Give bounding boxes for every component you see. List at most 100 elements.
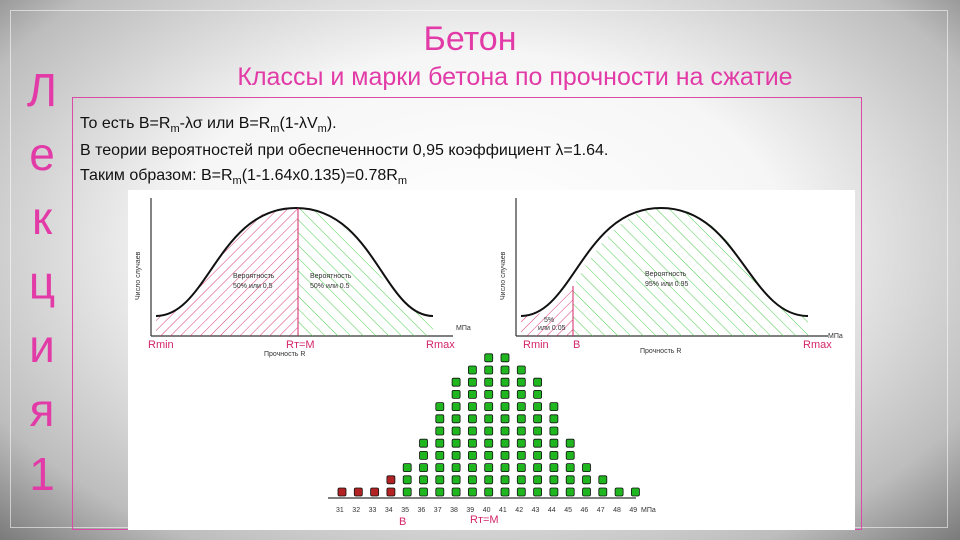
histogram-cell <box>565 487 575 497</box>
histogram-cell <box>500 463 510 473</box>
histogram-cell <box>386 475 396 485</box>
formula-text: (1-1.64x0.135)=0.78R <box>241 167 398 184</box>
chart3: 31 32 33 34 35 36 37 38 39 40 41 42 43 44 45 46 47 48 49 М… <box>328 353 656 528</box>
histogram-tick-label: 38 <box>450 507 458 514</box>
histogram-tick-label: 35 <box>401 507 409 514</box>
histogram-tick-label: 31 <box>336 507 344 514</box>
histogram-cell <box>451 426 461 436</box>
histogram-cell <box>402 463 412 473</box>
histogram-cell <box>451 475 461 485</box>
histogram-cell <box>500 450 510 460</box>
formula-text: То есть B=R <box>80 115 171 132</box>
formula-subscript: m <box>170 123 180 136</box>
formula-subscript: m <box>397 175 407 188</box>
histogram-cell <box>484 377 494 387</box>
histogram-tick-label: 34 <box>385 507 393 514</box>
histogram-cell <box>516 463 526 473</box>
side-title: Л е к ц и я 1 <box>16 58 68 506</box>
chart2-right-area <box>573 208 808 336</box>
histogram-tick-label: 48 <box>613 507 621 514</box>
histogram-cell <box>451 377 461 387</box>
histogram-cell <box>516 438 526 448</box>
histogram-tick-label: 44 <box>548 507 556 514</box>
histogram-cell <box>484 438 494 448</box>
histogram-cell <box>451 450 461 460</box>
histogram-cell <box>435 426 445 436</box>
chart2-rmax: Rmax <box>803 339 832 351</box>
formula-subscript: m <box>270 123 280 136</box>
chart1-curve <box>155 206 434 317</box>
chart2-left-area <box>521 286 573 336</box>
side-letter: 1 <box>29 448 55 500</box>
side-letter: ц <box>28 256 56 308</box>
histogram-tick-label: 43 <box>532 507 540 514</box>
page-title: Бетон <box>423 20 517 58</box>
histogram-cell <box>630 487 640 497</box>
chart1-mpa: МПа <box>456 325 471 332</box>
formula-text: (1-λV <box>279 115 318 132</box>
histogram-tick-label: 42 <box>515 507 523 514</box>
histogram-cell <box>500 365 510 375</box>
histogram-cell <box>419 438 428 448</box>
chart1-right-t1: Вероятность <box>310 273 352 280</box>
chart2-right-t2: 95% или 0.95 <box>645 281 689 288</box>
histogram-tick-label: 37 <box>434 507 442 514</box>
chart2-xlabel: Прочность R <box>640 348 681 355</box>
histogram-cell <box>565 438 575 448</box>
histogram-tick-label: 41 <box>499 507 507 514</box>
chart2-b: B <box>573 339 580 351</box>
histogram-cell <box>533 426 543 436</box>
histogram-cell <box>484 402 494 412</box>
histogram-cell <box>500 377 510 387</box>
histogram-cell <box>549 475 559 485</box>
histogram-cell <box>435 414 445 424</box>
chart3-b: B <box>399 516 406 528</box>
histogram-cell <box>435 487 445 497</box>
histogram-cell <box>500 389 510 399</box>
histogram-cell <box>435 475 445 485</box>
histogram-tick-label: 33 <box>369 507 377 514</box>
histogram-cell <box>533 475 543 485</box>
histogram-cell <box>614 487 624 497</box>
histogram-cell <box>500 414 510 424</box>
histogram-cell <box>516 402 526 412</box>
figure-area: Число случаев Вероятность 50% или 0.5 Ве… <box>128 190 855 530</box>
histogram-cell <box>549 463 559 473</box>
histogram-cell <box>435 450 445 460</box>
chart1-rmax: Rmax <box>426 339 455 351</box>
histogram-cell <box>419 475 428 485</box>
histogram-cell <box>549 414 559 424</box>
side-letter: к <box>31 192 53 244</box>
histogram-cell <box>565 450 575 460</box>
histogram-cell <box>533 377 543 387</box>
formula-line-1: То есть B=Rm-λσ или B=Rm(1-λVm). <box>80 115 337 135</box>
histogram-cell <box>533 463 543 473</box>
histogram-tick-label: 40 <box>483 507 491 514</box>
histogram-cell <box>484 426 494 436</box>
histogram-cell <box>533 438 543 448</box>
histogram-cell <box>386 487 396 497</box>
histogram-cell <box>467 414 477 424</box>
histogram-cell <box>533 450 543 460</box>
histogram-cell <box>500 353 510 363</box>
formula-text: ). <box>326 115 337 132</box>
histogram-cell <box>467 402 477 412</box>
histogram-cell <box>516 426 526 436</box>
chart1-ylabel: Число случаев <box>135 251 142 300</box>
histogram-cell <box>500 438 510 448</box>
chart1-right-t2: 50% или 0.5 <box>310 283 350 290</box>
side-letter: и <box>29 320 55 372</box>
histogram-cell <box>549 402 559 412</box>
chart1-xlabel: Прочность R <box>264 351 305 358</box>
chart1-left-t1: Вероятность <box>233 273 275 280</box>
histogram-tick-label: 46 <box>581 507 589 514</box>
histogram-cell <box>549 450 559 460</box>
histogram-cell <box>516 475 526 485</box>
formula-text: -λσ или B=R <box>179 115 271 132</box>
histogram-cell <box>353 487 363 497</box>
histogram-cell <box>500 426 510 436</box>
histogram-cell <box>451 414 461 424</box>
chart2-rmin: Rmin <box>523 339 549 351</box>
histogram-cell <box>565 475 575 485</box>
chart2-left-t2: или 0.05 <box>538 325 566 332</box>
